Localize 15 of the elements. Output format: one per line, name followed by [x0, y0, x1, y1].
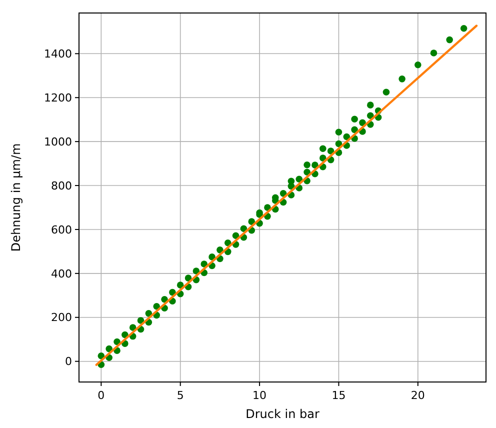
x-tick-label: 5 [176, 389, 184, 402]
x-axis-title: Druck in bar [246, 407, 320, 421]
y-axis-title: Dehnung in µm/m [9, 143, 23, 252]
y-tick-label: 1400 [44, 48, 72, 61]
y-tick-label: 200 [51, 311, 72, 324]
x-tick-label: 15 [332, 389, 346, 402]
x-tick-label: 10 [252, 389, 267, 402]
y-tick-label: 800 [51, 179, 72, 192]
x-tick-label: 0 [98, 389, 105, 402]
x-tick-label: 20 [410, 389, 425, 402]
y-tick-label: 0 [65, 355, 72, 368]
y-tick-label: 1000 [44, 135, 72, 148]
y-tick-label: 600 [51, 223, 72, 236]
y-tick-label: 400 [51, 267, 72, 280]
y-tick-label: 1200 [44, 91, 72, 104]
